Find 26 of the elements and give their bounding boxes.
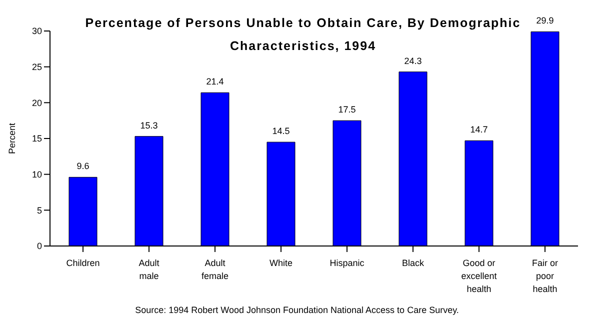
data-label: 24.3 [404,56,422,66]
x-tick-label: Children [66,258,100,268]
x-tick-label: Good or excellent health [461,258,498,294]
data-label: 9.6 [76,161,90,172]
x-tick-label: Adult male [138,258,160,281]
y-tick-label: 10 [32,170,42,180]
chart-title: Percentage of Persons Unable to Obtain Care, By Demographic Characteristics, 1994 [85,16,521,53]
source-note: Source: 1994 Robert Wood Johnson Foundation National Access to Care Survey. [134,305,460,315]
y-tick-label: 25 [32,62,42,72]
y-tick-label: 30 [32,26,42,36]
data-label: 14.5 [272,126,290,136]
x-tick-label: Adult female [201,258,229,281]
y-tick-label: 0 [36,241,42,252]
y-tick-label: 20 [32,98,42,108]
data-label: 17.5 [338,104,356,115]
x-tick-label: Hispanic [330,258,365,268]
y-tick-label: 5 [36,205,42,216]
x-tick-label: Fair or poor health [532,258,558,294]
x-tick-label: Black [402,258,424,268]
data-label: 21.4 [206,76,224,87]
data-label: 14.7 [470,124,488,135]
x-tick-label: White [269,258,293,268]
data-label: 15.3 [140,120,158,130]
y-tick-label: 15 [32,134,42,144]
y-axis-title: Percent [7,122,18,154]
data-label: 29.9 [536,16,554,26]
